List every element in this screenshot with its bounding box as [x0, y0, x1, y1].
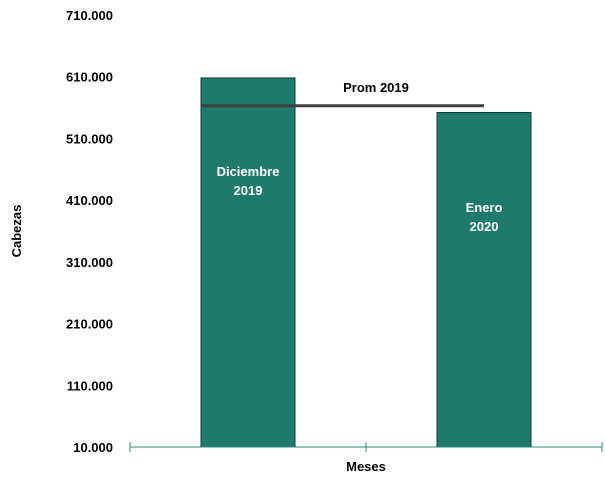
bars: Diciembre 2019 Enero 2020 — [200, 77, 532, 448]
bar-label-line: 2020 — [470, 219, 499, 234]
x-axis-title: Meses — [346, 459, 386, 474]
y-tick-label: 410.000 — [66, 193, 113, 208]
y-tick-label: 210.000 — [66, 317, 113, 332]
x-axis — [129, 442, 603, 452]
y-axis-tick-labels: 10.000 110.000 210.000 310.000 410.000 510.00… — [66, 8, 113, 455]
bar — [436, 112, 532, 448]
bar-label: Enero 2020 — [466, 200, 503, 234]
bar-label: Diciembre 2019 — [217, 164, 280, 198]
bar-label-line: Enero — [466, 200, 503, 215]
y-tick-label: 110.000 — [67, 378, 113, 393]
y-axis-title: Cabezas — [9, 205, 24, 258]
y-tick-label: 510.000 — [66, 131, 113, 146]
bar — [200, 77, 296, 448]
y-tick-label: 710.000 — [66, 8, 113, 23]
reference-line-label: Prom 2019 — [343, 80, 409, 95]
y-tick-label: 10.000 — [73, 440, 113, 455]
bar-label-line: 2019 — [234, 183, 263, 198]
reference-line-group: Prom 2019 — [201, 80, 484, 108]
bar-label-line: Diciembre — [217, 164, 280, 179]
y-tick-label: 610.000 — [66, 70, 113, 85]
y-tick-label: 310.000 — [66, 255, 113, 270]
